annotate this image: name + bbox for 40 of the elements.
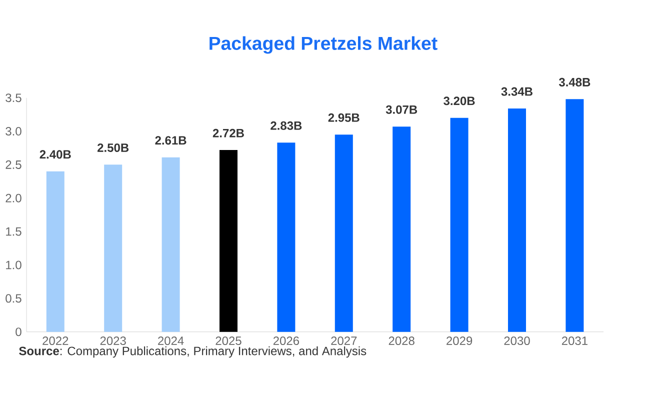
x-tick-label: 2024 <box>158 336 184 346</box>
text: Source: Company Publications, Primary Interviews, and Analysis <box>19 346 366 358</box>
data-label: 3.20B <box>444 96 475 106</box>
y-tick-label: 3.5 <box>6 94 22 102</box>
bar <box>334 134 353 332</box>
x-tick-label: 2023 <box>100 336 126 346</box>
bar <box>104 164 122 332</box>
x-tick-label: 2028 <box>388 336 414 346</box>
bar <box>220 150 238 332</box>
bar <box>162 157 180 332</box>
data-label: 2.61B <box>155 136 186 145</box>
data-label: 2.95B <box>328 113 360 122</box>
x-tick-label: 2026 <box>273 336 300 346</box>
x-tick-label: 2022 <box>42 336 68 346</box>
data-label: 2.50B <box>98 143 129 152</box>
bar <box>392 126 411 332</box>
data-label: 2.72B <box>212 128 244 138</box>
bar <box>566 99 584 332</box>
data-label: 3.34B <box>501 87 532 96</box>
bar <box>277 142 296 332</box>
y-tick-label: 3.0 <box>6 127 22 136</box>
bar <box>508 108 526 332</box>
y-tick-label: 1.0 <box>6 260 22 270</box>
data-label: 2.40B <box>40 150 71 159</box>
bar <box>450 118 468 332</box>
y-tick-label: 2.5 <box>6 160 22 169</box>
x-tick-label: 2030 <box>504 336 530 346</box>
x-tick-label: 2025 <box>216 336 242 346</box>
data-label: 3.07B <box>386 105 418 114</box>
y-tick-label: 0.5 <box>6 294 22 303</box>
chart-title: Packaged Pretzels Market <box>210 36 438 54</box>
x-tick-label: 2027 <box>331 336 357 346</box>
data-label: 2.83B <box>270 121 302 130</box>
bar <box>46 171 64 332</box>
x-tick-label: 2031 <box>562 336 588 346</box>
data-label: 3.48B <box>558 78 590 86</box>
y-tick-label: 0 <box>16 328 22 336</box>
y-tick-label: 2.0 <box>6 194 22 202</box>
x-tick-label: 2029 <box>446 336 472 346</box>
y-tick-label: 1.5 <box>6 227 22 236</box>
